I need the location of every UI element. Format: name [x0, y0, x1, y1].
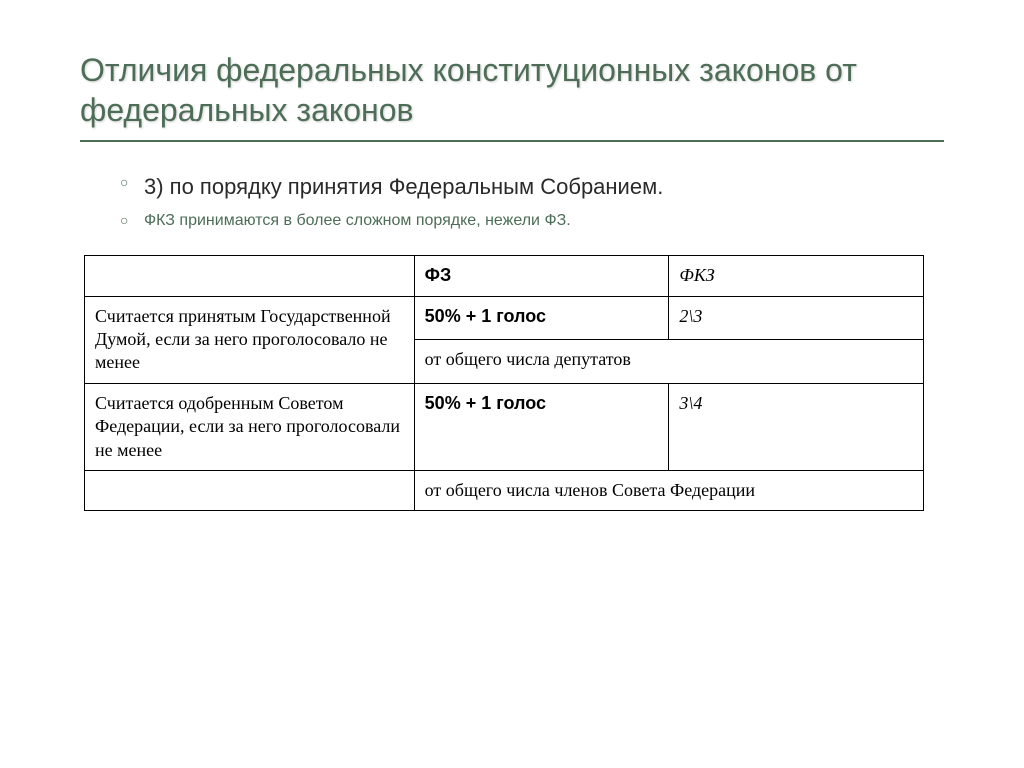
cell-fz-duma: 50% + 1 голос [414, 296, 669, 340]
table-row: Считается принятым Государственной Думой… [85, 296, 924, 340]
table-footer-row: от общего числа членов Совета Федерации [85, 471, 924, 511]
header-fkz: ФКЗ [669, 256, 924, 296]
footer-note: от общего числа членов Совета Федерации [414, 471, 923, 511]
comparison-table: ФЗ ФКЗ Считается принятым Государственно… [84, 255, 924, 511]
bullet-main: 3) по порядку принятия Федеральным Собра… [120, 172, 944, 202]
slide: Отличия федеральных конституционных зако… [0, 0, 1024, 768]
table-header-row: ФЗ ФКЗ [85, 256, 924, 296]
cell-fkz-duma: 2\3 [669, 296, 924, 340]
row-label-duma: Считается принятым Государственной Думой… [85, 296, 415, 383]
header-fz: ФЗ [414, 256, 669, 296]
footer-blank [85, 471, 415, 511]
row-label-sf: Считается одобренным Советом Федерации, … [85, 383, 415, 470]
note-duma: от общего числа депутатов [414, 340, 923, 384]
header-blank [85, 256, 415, 296]
bullet-list: 3) по порядку принятия Федеральным Собра… [80, 172, 944, 231]
cell-fz-sf: 50% + 1 голос [414, 383, 669, 470]
table-row: Считается одобренным Советом Федерации, … [85, 383, 924, 470]
slide-title: Отличия федеральных конституционных зако… [80, 50, 944, 130]
title-underline [80, 140, 944, 142]
cell-fkz-sf: 3\4 [669, 383, 924, 470]
bullet-sub: ФКЗ принимаются в более сложном порядке,… [120, 210, 944, 232]
